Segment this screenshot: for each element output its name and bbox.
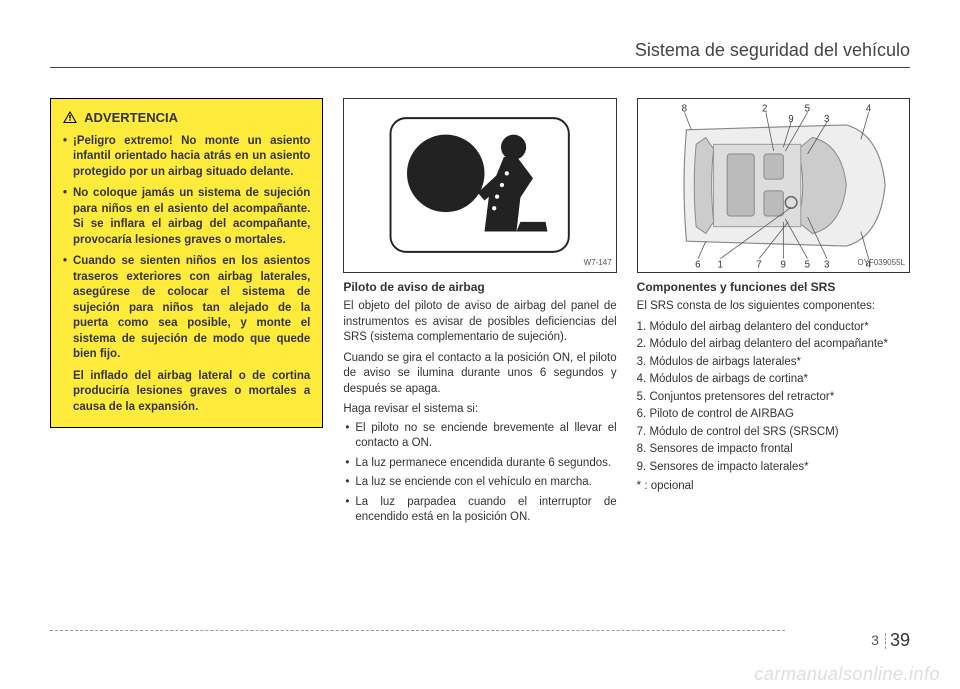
page-footer: 3 39 — [50, 629, 910, 669]
list-item: 6. Piloto de control de AIRBAG — [637, 407, 910, 423]
list-item: 8. Sensores de impacto frontal — [637, 442, 910, 458]
section-number: 3 — [871, 633, 886, 649]
col3-list: 1. Módulo del airbag delantero del condu… — [637, 320, 910, 476]
diagram-num: 2 — [762, 103, 767, 114]
list-item: 4. Módulos de airbags de cortina* — [637, 372, 910, 388]
list-item: 2. Módulo del airbag delantero del acomp… — [637, 337, 910, 353]
warning-continuation: El inflado del airbag lateral o de corti… — [63, 369, 310, 416]
list-item: 9. Sensores de impacto laterales* — [637, 460, 910, 476]
col2-p2: Cuando se gira el contacto a la posición… — [343, 351, 616, 398]
figure-code: W7-147 — [584, 258, 612, 269]
diagram-num: 8 — [681, 103, 686, 114]
column-1: ADVERTENCIA ¡Peligro extremo! No monte u… — [50, 98, 323, 530]
col3-heading: Componentes y funciones del SRS — [637, 279, 910, 295]
list-item: 3. Módulos de airbags laterales* — [637, 355, 910, 371]
watermark: carmanualsonline.info — [754, 664, 940, 685]
list-item: 5. Conjuntos pretensores del retractor* — [637, 390, 910, 406]
col2-p3: Haga revisar el sistema si: — [343, 402, 616, 418]
page: Sistema de seguridad del vehículo ADVERT… — [0, 0, 960, 689]
column-3: 8 2 5 4 9 3 6 1 7 9 5 3 4 OYF039055L Co — [637, 98, 910, 530]
warning-title-row: ADVERTENCIA — [63, 109, 310, 128]
col2-bullets: El piloto no se enciende brevemente al l… — [343, 421, 616, 526]
list-item: 1. Módulo del airbag delantero del condu… — [637, 320, 910, 336]
list-item: La luz permanece encendida durante 6 seg… — [343, 456, 616, 472]
col2-heading: Piloto de aviso de airbag — [343, 279, 616, 295]
col3-footnote: * : opcional — [637, 479, 910, 495]
diagram-num: 3 — [824, 259, 829, 270]
warning-triangle-icon — [63, 110, 77, 128]
footer-dash-line — [50, 630, 785, 631]
diagram-num: 3 — [824, 114, 829, 125]
diagram-num: 6 — [695, 259, 700, 270]
diagram-num: 9 — [788, 114, 793, 125]
diagram-num: 5 — [804, 103, 809, 114]
airbag-warning-figure: W7-147 — [343, 98, 616, 273]
warning-list: ¡Peligro extremo! No monte un asiento in… — [63, 134, 310, 363]
list-item: El piloto no se enciende brevemente al l… — [343, 421, 616, 452]
list-item: 7. Módulo de control del SRS (SRSCM) — [637, 425, 910, 441]
col2-p1: El objeto del piloto de aviso de airbag … — [343, 299, 616, 346]
warning-item: ¡Peligro extremo! No monte un asiento in… — [63, 134, 310, 181]
diagram-num: 1 — [717, 259, 722, 270]
car-top-diagram: 8 2 5 4 9 3 6 1 7 9 5 3 4 — [638, 99, 909, 272]
column-2: W7-147 Piloto de aviso de airbag El obje… — [343, 98, 616, 530]
diagram-num: 9 — [780, 259, 785, 270]
content-columns: ADVERTENCIA ¡Peligro extremo! No monte u… — [50, 98, 910, 530]
header-title: Sistema de seguridad del vehículo — [635, 40, 910, 60]
warning-title: ADVERTENCIA — [84, 110, 178, 125]
diagram-num: 4 — [865, 103, 871, 114]
airbag-icon — [344, 99, 615, 272]
srs-components-figure: 8 2 5 4 9 3 6 1 7 9 5 3 4 OYF039055L — [637, 98, 910, 273]
page-header: Sistema de seguridad del vehículo — [50, 40, 910, 68]
diagram-num: 7 — [756, 259, 761, 270]
diagram-num: 5 — [804, 259, 809, 270]
warning-box: ADVERTENCIA ¡Peligro extremo! No monte u… — [50, 98, 323, 428]
page-number-value: 39 — [890, 631, 910, 649]
figure-code: OYF039055L — [857, 258, 905, 269]
page-number: 3 39 — [871, 631, 910, 649]
col3-intro: El SRS consta de los siguientes componen… — [637, 299, 910, 315]
warning-item: Cuando se sienten niños en los asientos … — [63, 254, 310, 363]
warning-item: No coloque jamás un sistema de sujeción … — [63, 186, 310, 248]
list-item: La luz parpadea cuando el interruptor de… — [343, 495, 616, 526]
list-item: La luz se enciende con el vehículo en ma… — [343, 475, 616, 491]
